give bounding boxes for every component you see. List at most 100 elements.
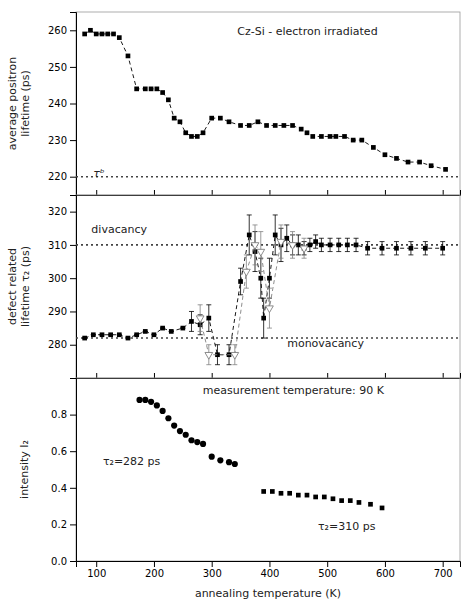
y-tick-mark [70, 67, 76, 68]
y-tick-label: 230 [48, 135, 67, 146]
x-tick-mark [327, 190, 328, 195]
plot-frame [76, 195, 460, 378]
y-tick-label: 260 [48, 25, 67, 36]
error-bar-cap [319, 251, 324, 252]
data-point [183, 130, 188, 135]
error-bar [273, 215, 278, 255]
reference-label: divacancy [91, 223, 147, 236]
error-bar-cap [189, 331, 194, 332]
data-point [196, 316, 204, 323]
data-point [284, 236, 289, 241]
error-bar [354, 238, 359, 251]
data-point [242, 269, 250, 276]
error-bar [380, 242, 385, 255]
y-tick-mark [70, 524, 76, 525]
plot-area [76, 28, 460, 177]
x-tick-label: 600 [376, 568, 395, 579]
x-tick-mark [212, 561, 213, 567]
error-bar [313, 235, 318, 248]
error-bar-cap [273, 214, 278, 215]
x-tick-mark [212, 373, 213, 378]
x-tick [385, 190, 386, 195]
error-bar-cap [380, 241, 385, 242]
y-tick-label: 0.6 [51, 446, 67, 457]
error-bar-cap [380, 254, 385, 255]
data-point [296, 493, 301, 498]
data-point [443, 167, 448, 172]
data-point [206, 316, 211, 321]
x-tick-mark [443, 190, 444, 195]
x-tick: 500 [318, 561, 337, 579]
error-bar [261, 298, 266, 338]
y-tick-mark [70, 415, 76, 416]
error-bar-cap [394, 241, 399, 242]
error-bar [336, 238, 341, 251]
error-bar [247, 215, 252, 255]
data-point [117, 332, 122, 337]
y-tick-label: 220 [48, 171, 67, 182]
y-axis-title: average positronlifetime (ps) [6, 57, 32, 150]
data-point [148, 399, 154, 405]
error-bar-cap [313, 234, 318, 235]
data-point [209, 116, 214, 121]
x-tick: 100 [87, 561, 106, 579]
data-point [345, 243, 350, 248]
error-bar-cap [261, 298, 266, 299]
data-point [183, 432, 189, 438]
data-point [117, 35, 122, 40]
error-bar-cap [278, 261, 283, 262]
data-point [258, 276, 263, 281]
data-point [247, 233, 252, 238]
data-point [380, 506, 385, 511]
data-point [177, 428, 183, 434]
x-tick-mark [443, 561, 444, 567]
error-bar-cap [253, 271, 258, 272]
data-point [105, 32, 110, 37]
data-point [279, 491, 284, 496]
data-point [305, 130, 310, 135]
data-point [108, 332, 113, 337]
data-point [313, 495, 318, 500]
data-point [172, 116, 177, 121]
y-tick: 240 [48, 98, 76, 109]
x-tick [154, 373, 155, 378]
x-tick-label: 200 [145, 568, 164, 579]
x-tick-label: 400 [260, 568, 279, 579]
error-bar-cap [278, 258, 283, 259]
data-point [339, 498, 344, 503]
error-bar-cap [253, 264, 258, 265]
error-bar-cap [302, 238, 307, 239]
error-bar-cap [319, 238, 324, 239]
data-point [270, 489, 275, 494]
y-tick-mark [70, 451, 76, 452]
data-point [160, 408, 166, 414]
data-point [126, 54, 131, 59]
x-tick [212, 373, 213, 378]
data-point [336, 243, 341, 248]
error-bar-cap [278, 224, 283, 225]
error-bar-cap [267, 258, 272, 259]
data-point [256, 119, 261, 124]
data-point [188, 437, 194, 443]
error-bar-cap [267, 288, 272, 289]
error-bar [284, 225, 289, 252]
error-bar-cap [227, 364, 232, 365]
data-point [152, 332, 157, 337]
data-point [429, 163, 434, 168]
x-tick-mark [269, 561, 270, 567]
y-tick: 230 [48, 135, 76, 146]
error-bar-cap [215, 344, 220, 345]
x-tick [385, 373, 386, 378]
y-tick: 310 [48, 240, 76, 251]
x-tick [327, 373, 328, 378]
x-tick [96, 373, 97, 378]
data-point [299, 127, 304, 132]
y-tick-mark [70, 561, 76, 562]
y-tick: 0.6 [51, 446, 76, 457]
data-point [100, 332, 105, 337]
data-point [319, 243, 324, 248]
x-tick-mark [154, 373, 155, 378]
reference-line [76, 244, 460, 246]
error-bar-cap [354, 251, 359, 252]
data-point [351, 138, 356, 143]
